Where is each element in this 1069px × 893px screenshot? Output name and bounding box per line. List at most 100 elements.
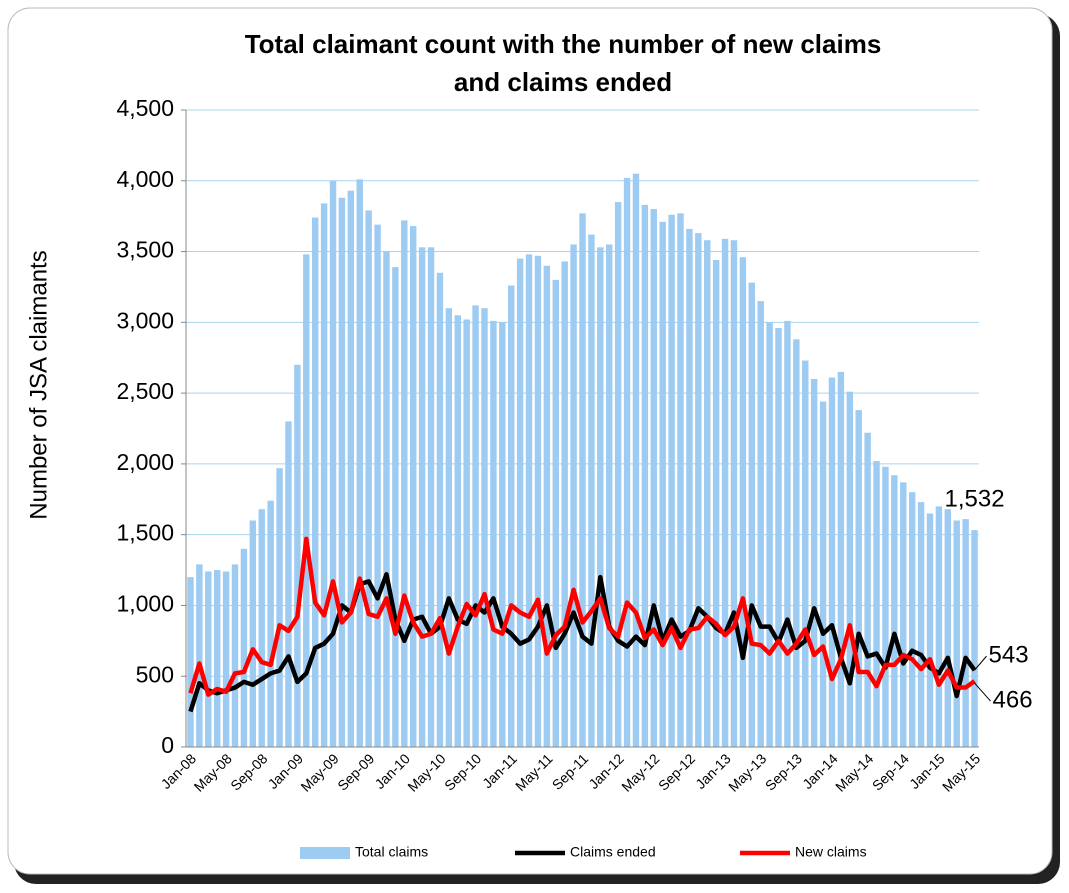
bar (828, 377, 836, 747)
y-tick-label: 500 (136, 661, 174, 687)
bar (900, 482, 907, 747)
line (188, 536, 976, 697)
bar (775, 327, 782, 747)
bar (383, 251, 390, 748)
annotation: 1,532 (945, 485, 1005, 512)
bar (739, 257, 747, 747)
bar (882, 466, 889, 747)
bar (508, 285, 515, 747)
bar (810, 378, 818, 747)
annotation: 543 (989, 641, 1029, 668)
bar (953, 520, 960, 747)
bar (926, 513, 934, 747)
y-tick-label: 3,000 (116, 307, 174, 333)
bar (935, 506, 943, 747)
legend-swatch (300, 847, 350, 859)
y-tick-label: 3,500 (116, 237, 174, 263)
bar (632, 173, 640, 747)
bar (231, 564, 239, 747)
bar (347, 190, 355, 748)
y-tick-label: 2,500 (116, 378, 174, 404)
bar (516, 258, 524, 747)
bar (356, 179, 363, 747)
bar (659, 221, 666, 748)
bar (320, 203, 328, 748)
bar (873, 461, 880, 747)
bar (303, 254, 310, 748)
bar (410, 226, 417, 747)
bar (534, 255, 542, 747)
legend-label: Total claims (355, 844, 428, 860)
bar (971, 530, 978, 747)
legend-label: Claims ended (570, 844, 656, 860)
bar (721, 238, 729, 747)
bar (481, 308, 488, 747)
bar (846, 391, 854, 747)
bar (196, 564, 203, 747)
bar (249, 520, 257, 747)
bar (579, 213, 586, 747)
bar (329, 180, 337, 747)
bar (802, 360, 809, 747)
bar (338, 197, 346, 747)
bar (561, 261, 568, 747)
bar (436, 272, 444, 747)
bar (748, 282, 755, 747)
bar (837, 371, 845, 747)
bar (418, 247, 426, 747)
bar (704, 240, 711, 747)
line (188, 572, 977, 713)
leader-line (974, 655, 987, 671)
bar (864, 432, 871, 747)
bar (650, 209, 657, 748)
y-axis-label: Number of JSA claimants (25, 250, 52, 519)
bar (311, 217, 319, 748)
bar (712, 260, 720, 747)
bar (784, 320, 791, 747)
bar (623, 177, 631, 748)
bar (463, 319, 470, 747)
bar (276, 468, 283, 747)
annotation: 466 (993, 686, 1033, 713)
bar (213, 570, 221, 747)
bar (855, 410, 862, 747)
bar (891, 475, 898, 747)
bar (757, 301, 764, 747)
bar (240, 548, 248, 747)
bar (962, 519, 969, 747)
bar (819, 401, 827, 747)
bar (258, 509, 265, 747)
bar (392, 267, 399, 747)
bar (365, 210, 372, 747)
bar (454, 315, 461, 747)
bar (543, 265, 551, 747)
bar (614, 202, 622, 747)
bar (401, 220, 408, 747)
bar (285, 421, 292, 747)
chart-title: Total claimant count with the number of … (245, 29, 882, 59)
bar (597, 247, 604, 747)
bar (668, 214, 675, 748)
bar (427, 247, 435, 747)
bar (374, 224, 381, 747)
bar (205, 571, 212, 747)
bar (917, 502, 925, 747)
bar (730, 240, 738, 747)
bar (944, 509, 952, 747)
bar (641, 204, 649, 747)
bar (695, 233, 702, 748)
y-tick-label: 1,000 (116, 591, 174, 617)
bar (490, 320, 497, 747)
bar (766, 322, 773, 747)
bar (588, 234, 595, 747)
y-tick-label: 0 (161, 732, 174, 758)
bar (472, 305, 479, 747)
bar (445, 308, 453, 747)
bar (793, 339, 800, 747)
bar (677, 213, 684, 747)
bar (187, 577, 194, 747)
bar (570, 244, 577, 747)
bar (267, 500, 274, 747)
bar (552, 279, 559, 747)
